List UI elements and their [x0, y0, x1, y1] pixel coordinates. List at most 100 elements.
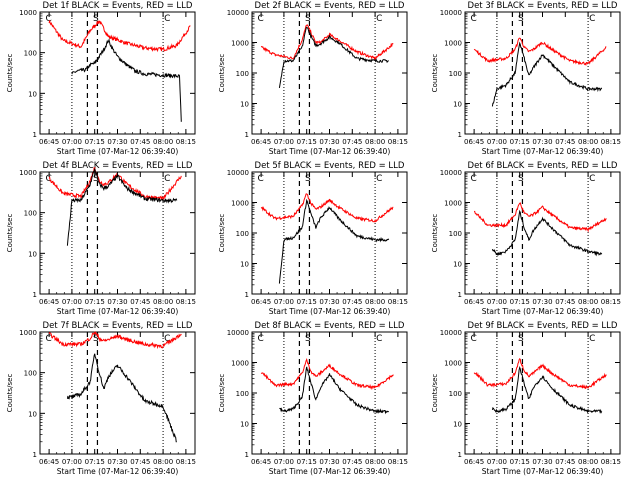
- panel-1-series-lld: [48, 20, 191, 53]
- panel-3-y-tick-label: 100: [449, 70, 462, 78]
- panel-8-marker-C: C: [376, 334, 382, 344]
- panel-4-series-events: [66, 168, 178, 246]
- panel-7-x-tick-label: 07:15: [85, 458, 105, 466]
- panel-8-title: Det 8f BLACK = Events, RED = LLD: [255, 321, 405, 331]
- panel-3-x-tick-label: 07:30: [532, 138, 552, 146]
- panel-2-title: Det 2f BLACK = Events, RED = LLD: [255, 1, 405, 11]
- panel-1-y-tick-label: 10: [28, 90, 37, 98]
- panel-3-x-tick-label: 06:45: [464, 138, 484, 146]
- panel-5-y-tick-label: 10000: [227, 169, 249, 177]
- panel-3-x-tick-label: 08:00: [578, 138, 598, 146]
- panel-3-y-tick-label: 1: [458, 131, 462, 139]
- panel-5-plot-frame: [251, 171, 408, 295]
- panel-2-marker-C: C: [258, 14, 264, 24]
- panel-5-y-tick-label: 10: [240, 261, 249, 269]
- panel-9-series-events: [491, 365, 603, 414]
- panel-3-y-tick-label: 10000: [440, 9, 462, 17]
- panel-1-x-tick-label: 08:00: [153, 138, 173, 146]
- panel-4-y-axis-label: Counts/sec: [6, 214, 14, 253]
- panel-5-x-tick-label: 07:30: [319, 298, 339, 306]
- panel-9-y-tick-label: 10: [453, 421, 462, 429]
- panel-6-series-events: [491, 209, 603, 257]
- panel-2-x-tick-label: 08:00: [365, 138, 385, 146]
- panel-4-title: Det 4f BLACK = Events, RED = LLD: [43, 161, 193, 171]
- panel-9-plot-frame: [464, 331, 621, 455]
- panel-9-x-tick-label: 07:15: [510, 458, 530, 466]
- panel-2-y-tick-label: 100: [236, 70, 249, 78]
- panel-9-y-tick-label: 10000: [440, 329, 462, 337]
- panel-6-y-axis-label: Counts/sec: [431, 214, 439, 253]
- panel-1-x-axis-label: Start Time (07-Mar-12 06:39:40): [57, 147, 179, 156]
- panel-5-x-axis-label: Start Time (07-Mar-12 06:39:40): [269, 307, 391, 316]
- panel-7-x-tick-label: 07:45: [130, 458, 150, 466]
- panel-6-x-tick-label: 08:15: [601, 298, 621, 306]
- panel-9-y-tick-label: 1: [458, 451, 462, 459]
- panel-1-x-tick-label: 07:00: [62, 138, 82, 146]
- panel-5-y-tick-label: 1000: [231, 200, 249, 208]
- panel-1-title: Det 1f BLACK = Events, RED = LLD: [43, 1, 193, 11]
- panel-3-x-tick-label: 07:00: [487, 138, 507, 146]
- panel-5-x-tick-label: 08:15: [388, 298, 408, 306]
- panel-1-plot-frame: [39, 11, 196, 135]
- panel-5-y-tick-label: 1: [245, 291, 249, 299]
- panel-6-marker-S: S: [518, 174, 524, 184]
- panel-1-x-tick-label: 08:15: [176, 138, 196, 146]
- panel-4-marker-C: C: [46, 174, 52, 184]
- panel-3-y-tick-label: 1000: [444, 40, 462, 48]
- panel-2-marker-C: C: [376, 14, 382, 24]
- panel-4-y-tick-label: 1000: [19, 169, 37, 177]
- panel-2-x-tick-label: 08:15: [388, 138, 408, 146]
- panel-3-plot-frame: [464, 11, 621, 135]
- panel-9-y-tick-label: 1000: [444, 360, 462, 368]
- panel-8-series-lld: [260, 358, 394, 390]
- panel-7-marker-S: S: [93, 334, 99, 344]
- panel-1-marker-C: C: [46, 14, 52, 24]
- panel-6-y-tick-label: 10: [453, 261, 462, 269]
- panel-4-x-tick-label: 07:00: [62, 298, 82, 306]
- panel-9-y-axis-label: Counts/sec: [431, 374, 439, 413]
- panel-4-x-tick-label: 07:45: [130, 298, 150, 306]
- panel-9-x-tick-label: 07:30: [532, 458, 552, 466]
- panel-3-series-events: [491, 41, 603, 107]
- panel-2-x-axis-label: Start Time (07-Mar-12 06:39:40): [269, 147, 391, 156]
- panel-4-y-tick-label: 10: [28, 250, 37, 258]
- panel-9-x-tick-label: 08:00: [578, 458, 598, 466]
- panel-7-x-axis-label: Start Time (07-Mar-12 06:39:40): [57, 467, 179, 476]
- panel-8-y-tick-label: 10: [240, 421, 249, 429]
- panel-6-y-tick-label: 100: [449, 230, 462, 238]
- panel-3-x-tick-label: 08:15: [601, 138, 621, 146]
- panel-2-x-tick-label: 07:00: [274, 138, 294, 146]
- panel-7-x-tick-label: 07:30: [107, 458, 127, 466]
- panel-8-x-tick-label: 08:00: [365, 458, 385, 466]
- panel-5-x-tick-label: 07:15: [297, 298, 317, 306]
- panel-1-marker-C: C: [164, 14, 170, 24]
- panel-5-title: Det 5f BLACK = Events, RED = LLD: [255, 161, 405, 171]
- panel-8-marker-S: S: [305, 334, 311, 344]
- panel-8-y-tick-label: 10000: [227, 329, 249, 337]
- panel-7-series-lld: [48, 331, 182, 350]
- panel-7-x-tick-label: 08:15: [176, 458, 196, 466]
- panel-8-y-tick-label: 1: [245, 451, 249, 459]
- panel-5-marker-S: S: [305, 174, 311, 184]
- panel-5-x-tick-label: 07:00: [274, 298, 294, 306]
- panel-7-x-tick-label: 06:45: [39, 458, 59, 466]
- panel-8-y-axis-label: Counts/sec: [218, 374, 226, 413]
- panel-8-x-tick-label: 08:15: [388, 458, 408, 466]
- panel-5-x-tick-label: 08:00: [365, 298, 385, 306]
- panel-3-y-axis-label: Counts/sec: [431, 54, 439, 93]
- panel-8-series-events: [279, 366, 390, 415]
- panel-4-x-tick-label: 07:30: [107, 298, 127, 306]
- panel-5-y-tick-label: 100: [236, 230, 249, 238]
- panel-6-x-tick-label: 08:00: [578, 298, 598, 306]
- panel-4-plot-frame: [39, 171, 196, 295]
- panel-2-marker-S: S: [305, 14, 311, 24]
- panel-3-marker-C: C: [589, 14, 595, 24]
- panel-2-y-tick-label: 1000: [231, 40, 249, 48]
- panel-2-y-axis-label: Counts/sec: [218, 54, 226, 93]
- panel-5-series-events: [278, 198, 390, 284]
- panel-3-title: Det 3f BLACK = Events, RED = LLD: [468, 1, 618, 11]
- panel-4-x-tick-label: 08:15: [176, 298, 196, 306]
- panel-8-x-tick-label: 07:30: [319, 458, 339, 466]
- panel-6-x-axis-label: Start Time (07-Mar-12 06:39:40): [482, 307, 604, 316]
- panel-2-y-tick-label: 10: [240, 101, 249, 109]
